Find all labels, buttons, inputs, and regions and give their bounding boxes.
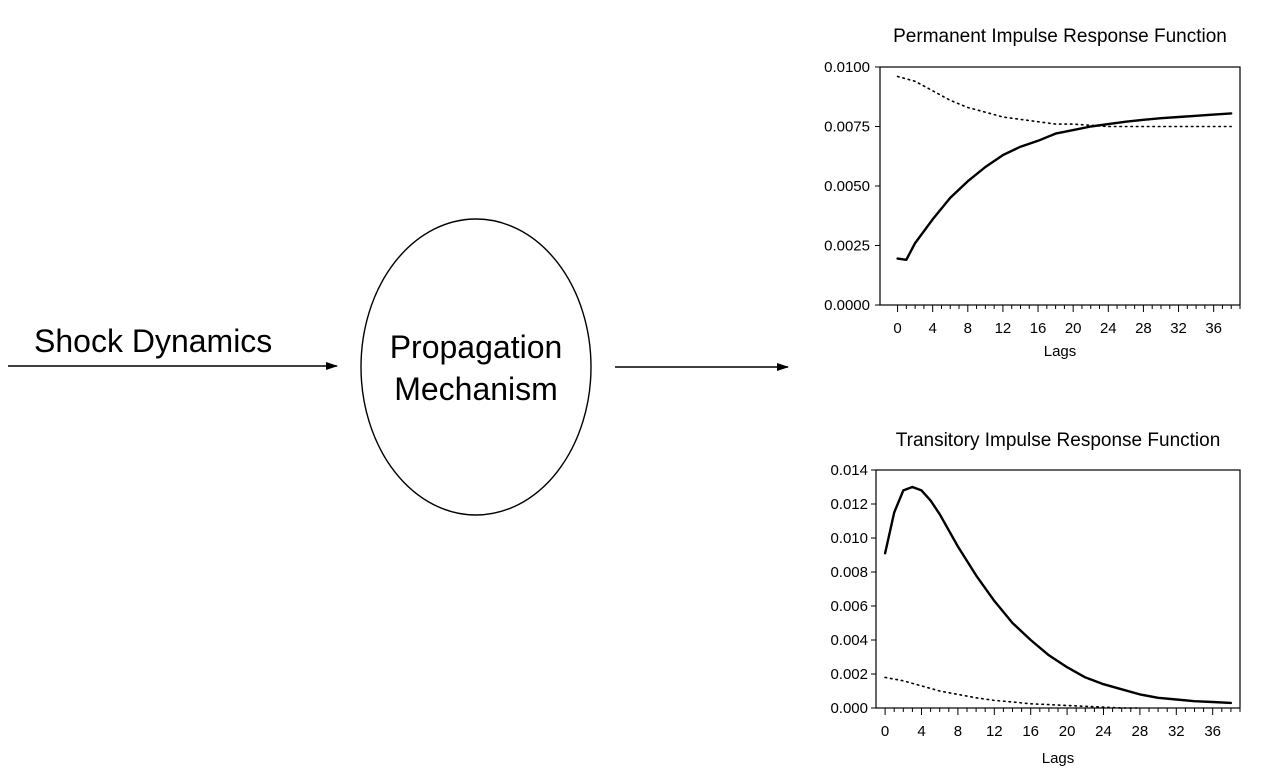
shock-dynamics-label: Shock Dynamics (34, 323, 272, 359)
x-tick-label: 16 (1030, 320, 1047, 337)
x-tick-label: 12 (995, 320, 1012, 337)
plot-frame (879, 66, 1241, 306)
y-tick-label: 0.0000 (824, 297, 870, 314)
y-tick-label: 0.012 (830, 496, 868, 513)
x-tick-label: 0 (881, 723, 889, 740)
transitory-irf-chart: Transitory Impulse Response Function 0.00… (830, 430, 1241, 767)
x-axis-title: Lags (1042, 750, 1075, 767)
series-line-solid (896, 112, 1233, 261)
x-tick-label: 28 (1132, 723, 1149, 740)
y-tick-label: 0.006 (830, 598, 868, 615)
y-tick-label: 0.0025 (824, 238, 870, 255)
x-tick-label: 36 (1205, 320, 1222, 337)
x-tick-label: 4 (917, 723, 925, 740)
y-tick-label: 0.008 (830, 564, 868, 581)
y-tick-label: 0.010 (830, 530, 868, 547)
permanent-irf-chart: Permanent Impulse Response Function 0.000… (824, 26, 1241, 360)
y-tick-label: 0.000 (830, 700, 868, 717)
series-line-dotted (884, 676, 1141, 709)
y-tick-label: 0.0100 (824, 59, 870, 76)
y-tick-label: 0.002 (830, 666, 868, 683)
x-tick-label: 12 (986, 723, 1003, 740)
x-tick-label: 24 (1095, 723, 1112, 740)
series-line-solid (883, 485, 1233, 705)
propagation-mechanism-node (360, 218, 592, 516)
x-tick-label: 0 (893, 320, 901, 337)
y-tick-label: 0.0075 (824, 119, 870, 136)
x-tick-label: 16 (1022, 723, 1039, 740)
y-tick-label: 0.0050 (824, 178, 870, 195)
mechanism-label: Mechanism (394, 371, 558, 407)
x-tick-label: 4 (929, 320, 937, 337)
series-line-dotted (896, 75, 1232, 128)
x-tick-label: 20 (1065, 320, 1082, 337)
chart-title: Permanent Impulse Response Function (893, 26, 1227, 47)
x-tick-label: 32 (1168, 723, 1185, 740)
y-tick-label: 0.004 (830, 632, 868, 649)
propagation-label: Propagation (390, 329, 563, 365)
chart-title: Transitory Impulse Response Function (896, 430, 1221, 451)
x-tick-label: 8 (964, 320, 972, 337)
x-axis-title: Lags (1044, 343, 1077, 360)
x-tick-label: 28 (1135, 320, 1152, 337)
x-tick-label: 20 (1059, 723, 1076, 740)
x-tick-label: 36 (1204, 723, 1221, 740)
x-tick-label: 24 (1100, 320, 1117, 337)
y-tick-label: 0.014 (830, 462, 868, 479)
x-tick-label: 32 (1170, 320, 1187, 337)
x-tick-label: 8 (954, 723, 962, 740)
plot-frame (875, 469, 1241, 709)
